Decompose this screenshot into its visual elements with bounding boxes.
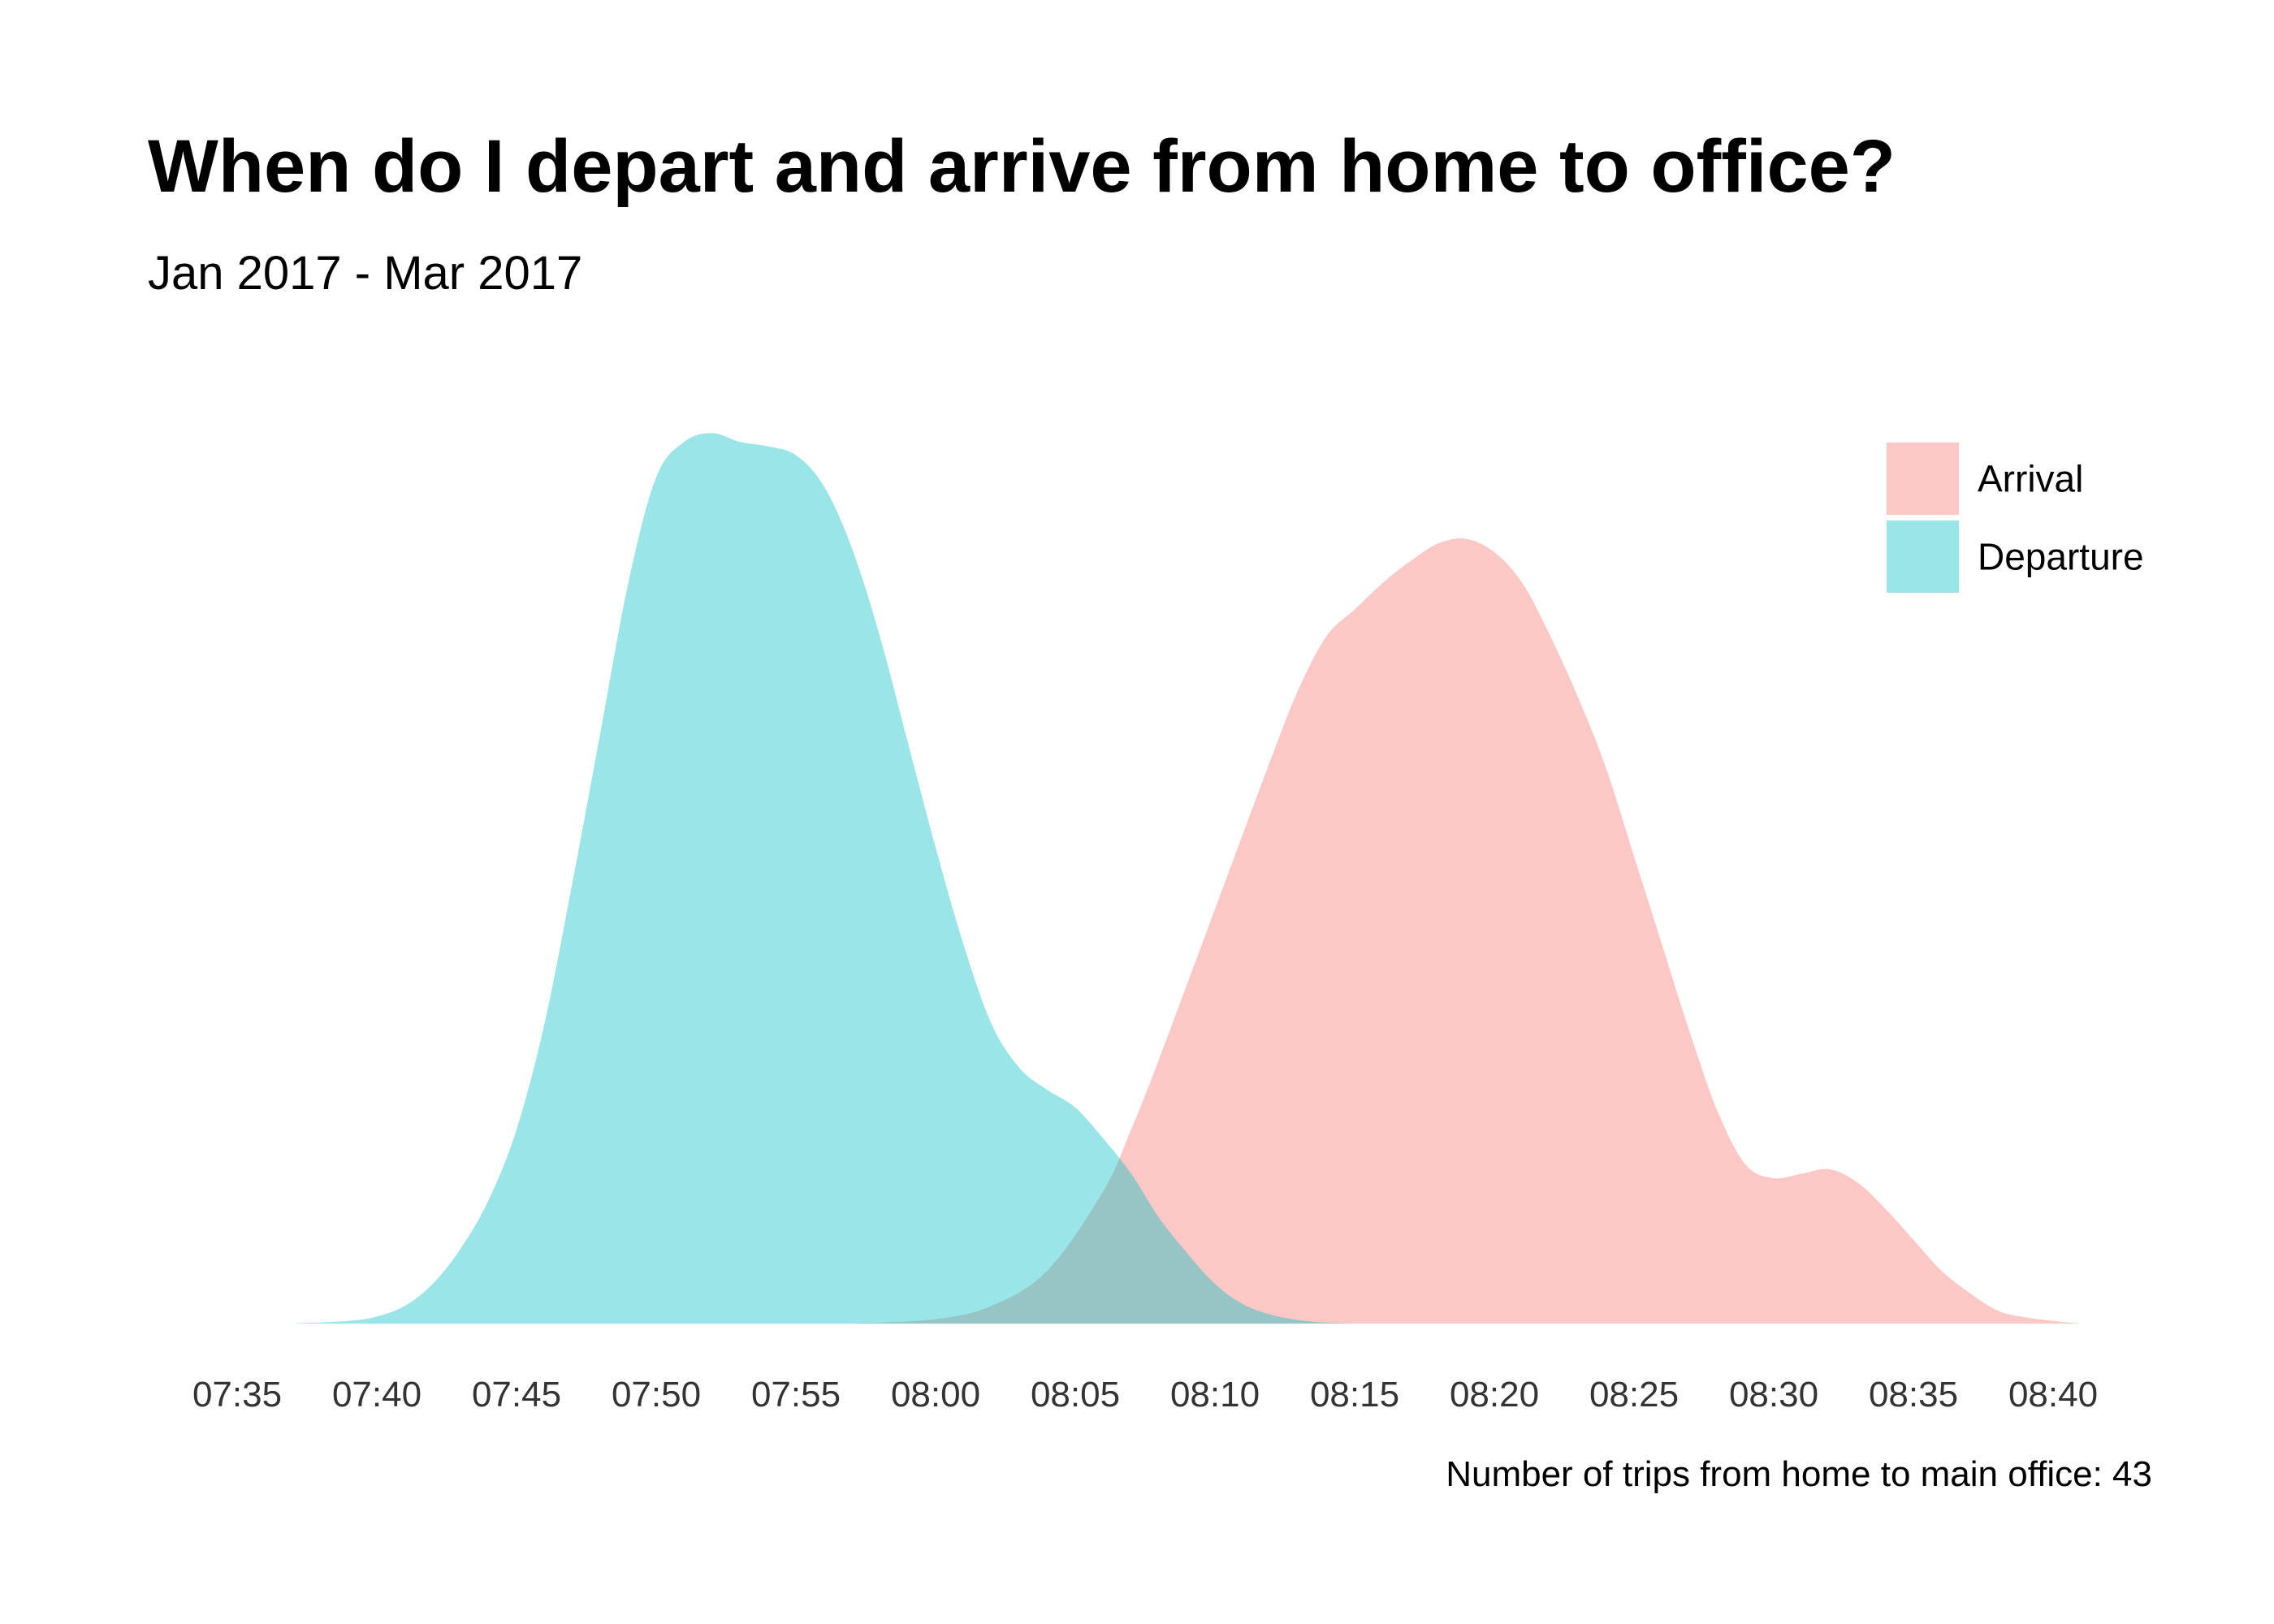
x-tick-label: 08:10 (1170, 1375, 1260, 1415)
x-tick-label: 08:00 (891, 1375, 980, 1415)
x-tick-label: 08:20 (1450, 1375, 1539, 1415)
plot-area: 07:35 07:40 07:45 07:50 07:55 08:00 08:05 08:10… (192, 433, 2098, 1415)
x-tick-label: 07:50 (612, 1375, 701, 1415)
legend-key-departure (1887, 520, 1959, 593)
density-area-departure (292, 433, 1355, 1324)
legend-label-arrival: Arrival (1978, 458, 2083, 500)
density-series-group (292, 433, 2082, 1324)
x-tick-label: 08:15 (1310, 1375, 1399, 1415)
x-tick-label: 08:35 (1869, 1375, 1958, 1415)
x-tick-label: 08:25 (1589, 1375, 1679, 1415)
chart-caption: Number of trips from home to main office… (1446, 1454, 2152, 1494)
legend-key-arrival (1887, 443, 1959, 515)
x-tick-label: 07:45 (472, 1375, 561, 1415)
chart-subtitle: Jan 2017 - Mar 2017 (148, 247, 582, 300)
legend-label-departure: Departure (1978, 536, 2144, 578)
chart-title: When do I depart and arrive from home to… (148, 125, 1896, 208)
x-axis-tick-labels: 07:35 07:40 07:45 07:50 07:55 08:00 08:05 08:10… (192, 1375, 2098, 1415)
x-tick-label: 07:40 (332, 1375, 422, 1415)
x-tick-label: 08:40 (2008, 1375, 2098, 1415)
x-tick-label: 08:05 (1031, 1375, 1120, 1415)
x-tick-label: 07:55 (751, 1375, 841, 1415)
legend: Arrival Departure (1887, 443, 2144, 593)
x-tick-label: 07:35 (192, 1375, 282, 1415)
x-tick-label: 08:30 (1729, 1375, 1818, 1415)
density-area-arrival (851, 538, 2082, 1324)
